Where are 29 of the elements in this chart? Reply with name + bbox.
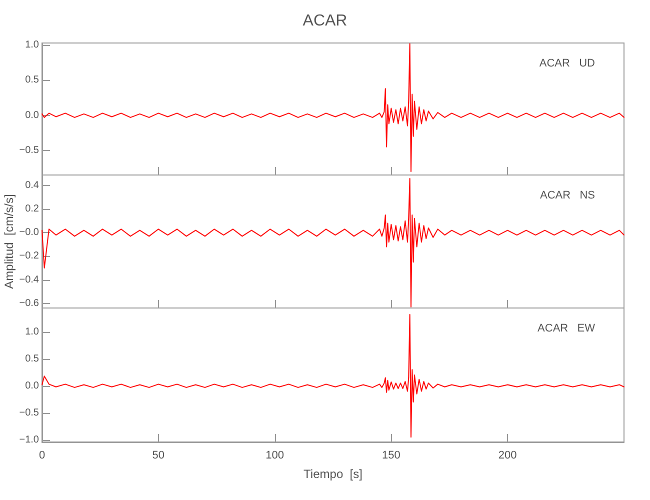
annotation: ACAR NS — [540, 190, 596, 202]
y-tick-label: 0.5 — [25, 353, 40, 364]
x-tick-label: 150 — [382, 450, 400, 462]
y-tick-label: −0.2 — [19, 250, 40, 262]
y-tick-label: 1.0 — [25, 40, 40, 51]
y-tick-label: 1.0 — [25, 326, 40, 338]
line-series — [42, 178, 624, 308]
y-tick-label: −0.6 — [19, 298, 40, 309]
x-tick-label: 50 — [152, 450, 165, 462]
y-tick-label: 0.5 — [25, 74, 40, 86]
x-tick-label: 200 — [498, 450, 517, 462]
line-series — [42, 314, 624, 438]
y-tick-label: −0.5 — [19, 407, 40, 418]
y-tick-label: 0.0 — [25, 380, 40, 392]
y-axis-title: Amplitud [cm/s/s] — [2, 194, 16, 289]
y-tick-label: −0.4 — [19, 274, 40, 286]
y-tick-label: 0.4 — [25, 180, 40, 192]
line-series — [42, 43, 624, 172]
x-tick-label: 100 — [266, 450, 284, 462]
y-tick-label: 0.2 — [25, 204, 40, 215]
y-tick-label: −0.5 — [19, 144, 40, 156]
chart-title: ACAR — [302, 12, 348, 30]
annotation: ACAR EW — [538, 322, 596, 334]
y-tick-label: −0.0 — [19, 227, 40, 238]
y-tick-label: −1.0 — [19, 434, 40, 446]
x-tick-label: 0 — [38, 450, 46, 462]
y-tick-label: 0.0 — [25, 110, 40, 121]
x-axis-title: Tiempo [s] — [304, 467, 362, 481]
annotation: ACAR UD — [539, 58, 596, 70]
